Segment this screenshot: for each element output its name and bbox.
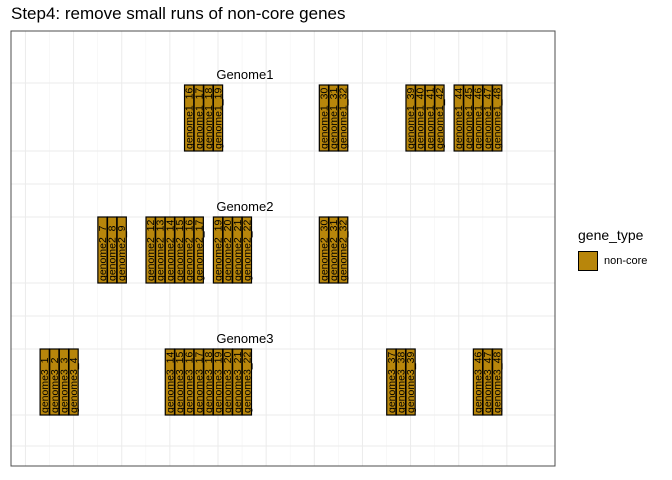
gene-label: genome1_40 bbox=[415, 88, 427, 149]
genome-label: Genome1 bbox=[216, 67, 273, 82]
gene-label: genome2_20 bbox=[222, 220, 234, 281]
gene-label: genome1_44 bbox=[453, 88, 465, 149]
gene-label: genome2_17 bbox=[193, 220, 205, 281]
gene-block bbox=[212, 84, 224, 152]
gene-label: genome3_1 bbox=[39, 357, 51, 413]
gene-block bbox=[241, 348, 253, 416]
gene-label: genome3_15 bbox=[174, 352, 186, 413]
legend: gene_type non-core bbox=[578, 227, 647, 271]
gene-label: genome1_45 bbox=[463, 88, 475, 149]
gene-label: genome3_37 bbox=[386, 352, 398, 413]
gene-label: genome3_4 bbox=[68, 357, 80, 413]
gene-label: genome3_46 bbox=[472, 352, 484, 413]
legend-label-non-core: non-core bbox=[604, 255, 648, 267]
gene-label: genome1_48 bbox=[492, 88, 504, 149]
gene-label: genome1_32 bbox=[338, 88, 350, 149]
gene-label: genome2_15 bbox=[174, 220, 186, 281]
gene-label: genome2_22 bbox=[241, 220, 253, 281]
gene-label: genome1_18 bbox=[203, 88, 215, 149]
genome-label: Genome3 bbox=[216, 331, 273, 346]
gene-label: genome1_42 bbox=[434, 88, 446, 149]
gene-label: genome2_12 bbox=[145, 220, 157, 281]
gene-label: genome3_38 bbox=[395, 352, 407, 413]
gene-label: genome3_20 bbox=[222, 352, 234, 413]
chart-title: Step4: remove small runs of non-core gen… bbox=[11, 4, 346, 23]
genome-label: Genome2 bbox=[216, 199, 273, 214]
gene-label: genome1_41 bbox=[424, 88, 436, 149]
gene-label: genome1_47 bbox=[482, 88, 494, 149]
gene-label: genome2_16 bbox=[184, 220, 196, 281]
gene-label: genome1_16 bbox=[184, 88, 196, 149]
gene-label: genome3_47 bbox=[482, 352, 494, 413]
gene-label: genome3_39 bbox=[405, 352, 417, 413]
gene-block bbox=[337, 216, 349, 284]
legend-title: gene_type bbox=[578, 227, 644, 243]
gene-label: genome1_17 bbox=[193, 88, 205, 149]
gene-block bbox=[434, 84, 445, 152]
gene-label: genome2_32 bbox=[338, 220, 350, 281]
gene-label: genome2_14 bbox=[164, 220, 176, 281]
gene-block bbox=[193, 216, 204, 284]
gene-label: genome2_13 bbox=[155, 220, 167, 281]
gene-label: genome1_39 bbox=[405, 88, 417, 149]
gene-label: genome1_31 bbox=[328, 88, 340, 149]
gene-block bbox=[116, 216, 127, 284]
gene-label: genome3_18 bbox=[203, 352, 215, 413]
gene-block bbox=[492, 84, 503, 152]
gene-block bbox=[337, 84, 349, 152]
gene-label: genome3_48 bbox=[492, 352, 504, 413]
gene-arrow-plot: genome1_16genome1_17genome1_18genome1_19… bbox=[10, 30, 556, 467]
gene-label: genome3_16 bbox=[184, 352, 196, 413]
plot-border bbox=[10, 30, 556, 467]
gene-block bbox=[405, 348, 416, 416]
gene-label: genome2_19 bbox=[213, 220, 225, 281]
gene-label: genome2_31 bbox=[328, 220, 340, 281]
gene-label: genome3_14 bbox=[164, 352, 176, 413]
legend-key-non-core bbox=[578, 251, 598, 271]
gene-label: genome3_21 bbox=[232, 352, 244, 413]
gene-block bbox=[492, 348, 503, 416]
gene-label: genome2_7 bbox=[97, 225, 109, 281]
gene-label: genome2_21 bbox=[232, 220, 244, 281]
gene-label: genome1_19 bbox=[213, 88, 225, 149]
gene-label: genome2_9 bbox=[116, 225, 128, 281]
gene-label: genome2_8 bbox=[107, 225, 119, 281]
gene-label: genome3_22 bbox=[241, 352, 253, 413]
legend-entry: non-core bbox=[578, 251, 647, 271]
gene-label: genome1_30 bbox=[318, 88, 330, 149]
gene-label: genome1_46 bbox=[472, 88, 484, 149]
gene-label: genome3_3 bbox=[58, 357, 70, 413]
gene-label: genome2_30 bbox=[318, 220, 330, 281]
gene-block bbox=[68, 348, 79, 416]
gene-label: genome3_2 bbox=[49, 357, 61, 413]
gene-block bbox=[241, 216, 253, 284]
gene-label: genome3_19 bbox=[213, 352, 225, 413]
gene-label: genome3_17 bbox=[193, 352, 205, 413]
